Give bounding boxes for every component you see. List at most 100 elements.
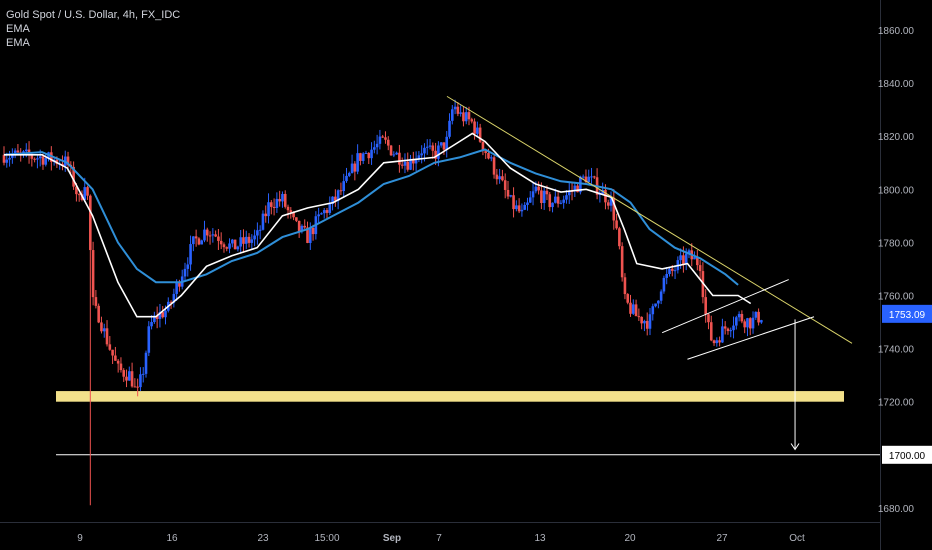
candle-body[interactable] xyxy=(657,300,660,304)
candle-body[interactable] xyxy=(403,161,407,166)
candle-body[interactable] xyxy=(381,136,384,138)
candle-body[interactable] xyxy=(300,225,304,232)
candle-body[interactable] xyxy=(581,176,585,178)
candle-body[interactable] xyxy=(308,227,312,243)
candle-body[interactable] xyxy=(679,255,682,261)
candle-body[interactable] xyxy=(400,164,404,166)
candle-body[interactable] xyxy=(420,153,423,156)
candle-body[interactable] xyxy=(350,163,354,174)
level-price-tag[interactable] xyxy=(882,445,932,464)
candle-body[interactable] xyxy=(659,291,663,301)
candle-body[interactable] xyxy=(609,197,613,206)
candle-body[interactable] xyxy=(509,195,513,197)
candle-body[interactable] xyxy=(751,317,755,329)
candle-body[interactable] xyxy=(77,194,81,196)
candle-body[interactable] xyxy=(673,270,677,272)
candle-body[interactable] xyxy=(654,303,657,307)
candle-body[interactable] xyxy=(222,244,226,248)
candle-body[interactable] xyxy=(687,250,691,254)
candle-body[interactable] xyxy=(746,318,749,328)
candle-body[interactable] xyxy=(311,227,315,235)
candle-body[interactable] xyxy=(200,240,203,245)
candle-body[interactable] xyxy=(158,312,162,319)
candle-body[interactable] xyxy=(13,150,17,155)
candle-body[interactable] xyxy=(100,322,103,332)
time-axis[interactable]: 9 16 23 15:00 Sep 7 13 20 27 Oct xyxy=(77,533,805,544)
candle-body[interactable] xyxy=(414,159,418,164)
candle-body[interactable] xyxy=(114,355,117,361)
candle-body[interactable] xyxy=(217,236,220,241)
candle-body[interactable] xyxy=(247,236,251,243)
candle-body[interactable] xyxy=(139,374,142,388)
candle-body[interactable] xyxy=(169,301,173,303)
candle-body[interactable] xyxy=(183,268,187,277)
candle-body[interactable] xyxy=(33,158,36,160)
candle-body[interactable] xyxy=(97,305,100,323)
candle-body[interactable] xyxy=(520,209,524,212)
candle-body[interactable] xyxy=(303,225,307,228)
candle-body[interactable] xyxy=(484,150,488,154)
candle-body[interactable] xyxy=(119,363,123,371)
candle-body[interactable] xyxy=(395,152,398,155)
candle-body[interactable] xyxy=(384,137,387,140)
candle-body[interactable] xyxy=(620,246,624,278)
candle-body[interactable] xyxy=(236,246,240,250)
candle-body[interactable] xyxy=(481,141,485,151)
candle-body[interactable] xyxy=(208,235,212,237)
candle-body[interactable] xyxy=(448,120,451,137)
candle-body[interactable] xyxy=(528,197,532,203)
candle-body[interactable] xyxy=(512,195,515,210)
candle-body[interactable] xyxy=(726,328,730,332)
candle-body[interactable] xyxy=(757,311,760,323)
candle-body[interactable] xyxy=(760,320,763,323)
channel-upper-line[interactable] xyxy=(661,279,789,334)
candle-body[interactable] xyxy=(464,112,468,122)
support-zone[interactable] xyxy=(56,391,844,402)
candle-body[interactable] xyxy=(417,155,421,160)
candle-body[interactable] xyxy=(523,204,526,210)
candle-body[interactable] xyxy=(392,154,396,156)
candle-body[interactable] xyxy=(317,214,320,217)
candle-body[interactable] xyxy=(130,371,134,387)
candle-body[interactable] xyxy=(526,202,529,205)
candle-body[interactable] xyxy=(729,330,733,332)
candle-body[interactable] xyxy=(548,194,552,208)
candle-body[interactable] xyxy=(375,143,379,148)
candle-body[interactable] xyxy=(698,265,702,272)
candle-body[interactable] xyxy=(723,326,727,329)
candle-body[interactable] xyxy=(637,316,641,318)
candle-body[interactable] xyxy=(707,314,710,323)
candle-body[interactable] xyxy=(231,239,234,244)
channel-lower-line[interactable] xyxy=(687,316,815,360)
candle-body[interactable] xyxy=(144,352,148,374)
candle-body[interactable] xyxy=(398,152,401,165)
candle-body[interactable] xyxy=(556,196,560,204)
candle-body[interactable] xyxy=(292,212,295,218)
candle-body[interactable] xyxy=(24,149,28,152)
candle-body[interactable] xyxy=(2,154,6,163)
candle-body[interactable] xyxy=(696,257,699,266)
candle-body[interactable] xyxy=(186,264,190,269)
candle-body[interactable] xyxy=(353,163,357,172)
candle-body[interactable] xyxy=(748,318,752,329)
candle-body[interactable] xyxy=(389,145,393,156)
candle-body[interactable] xyxy=(150,322,153,327)
candle-body[interactable] xyxy=(754,311,758,318)
candle-body[interactable] xyxy=(38,156,42,159)
candle-body[interactable] xyxy=(205,229,209,236)
candle-body[interactable] xyxy=(370,149,373,159)
candle-body[interactable] xyxy=(562,199,565,203)
candle-body[interactable] xyxy=(75,186,78,195)
candle-body[interactable] xyxy=(732,325,735,331)
candle-body[interactable] xyxy=(606,202,610,206)
candle-body[interactable] xyxy=(453,106,457,110)
candle-body[interactable] xyxy=(133,386,137,388)
candle-body[interactable] xyxy=(665,274,669,278)
candle-body[interactable] xyxy=(515,205,518,210)
candle-body[interactable] xyxy=(489,157,493,159)
candle-body[interactable] xyxy=(94,297,98,306)
descending-trendline[interactable] xyxy=(446,95,853,344)
candle-body[interactable] xyxy=(203,229,206,241)
candle-body[interactable] xyxy=(565,195,568,200)
